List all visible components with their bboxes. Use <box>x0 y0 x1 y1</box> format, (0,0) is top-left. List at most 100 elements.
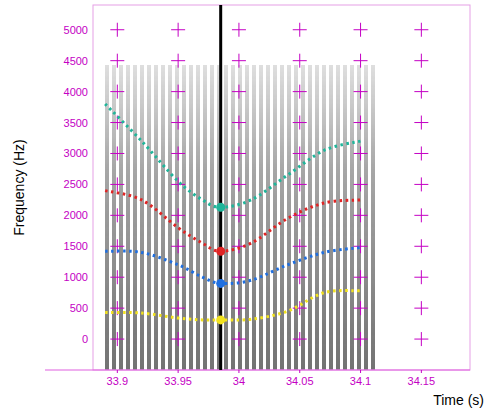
grid-cross <box>171 54 185 68</box>
grid-cross-v <box>238 85 239 99</box>
grid-cross-v <box>238 54 239 68</box>
grid-cross <box>232 116 246 130</box>
grid-cross <box>171 208 185 222</box>
grid-cross-v <box>360 332 361 346</box>
grid-cross-v <box>421 146 422 160</box>
grid-cross-v <box>178 177 179 191</box>
grid-cross <box>110 177 124 191</box>
grid-cross-v <box>360 239 361 253</box>
grid <box>110 23 428 346</box>
y-tick-label: 4000 <box>64 86 88 98</box>
grid-cross <box>171 270 185 284</box>
grid-cross <box>171 116 185 130</box>
grid-cross-v <box>360 116 361 130</box>
grid-cross-v <box>238 23 239 37</box>
grid-cross-v <box>178 116 179 130</box>
grid-cross-v <box>360 208 361 222</box>
grid-cross-v <box>299 270 300 284</box>
grid-cross <box>293 146 307 160</box>
grid-cross <box>414 146 428 160</box>
grid-cross <box>171 177 185 191</box>
grid-cross <box>414 332 428 346</box>
grid-cross-v <box>238 177 239 191</box>
grid-cross-v <box>360 85 361 99</box>
grid-cross-v <box>421 177 422 191</box>
grid-cross-v <box>421 239 422 253</box>
grid-cross-v <box>299 239 300 253</box>
grid-cross-v <box>117 177 118 191</box>
grid-cross <box>414 116 428 130</box>
x-tick <box>299 370 300 373</box>
grid-cross-v <box>178 54 179 68</box>
grid-cross <box>354 177 368 191</box>
grid-cross-v <box>117 23 118 37</box>
grid-cross-v <box>299 301 300 315</box>
grid-cross <box>171 301 185 315</box>
grid-cross <box>354 23 368 37</box>
grid-cross <box>171 146 185 160</box>
grid-cross <box>171 85 185 99</box>
x-tick <box>117 370 118 373</box>
grid-cross-v <box>117 146 118 160</box>
grid-cross <box>293 23 307 37</box>
spectrogram-texture <box>105 65 376 370</box>
grid-cross-v <box>238 208 239 222</box>
grid-cross <box>414 270 428 284</box>
grid-cross-v <box>360 23 361 37</box>
data-group <box>105 5 360 370</box>
grid-cross-v <box>238 146 239 160</box>
grid-cross <box>110 54 124 68</box>
grid-cross <box>414 208 428 222</box>
y-tick-label: 0 <box>82 333 88 345</box>
grid-cross-v <box>178 270 179 284</box>
cursor-line <box>219 5 222 370</box>
grid-cross-v <box>421 301 422 315</box>
grid-cross-v <box>117 270 118 284</box>
grid-cross-v <box>421 85 422 99</box>
grid-cross-v <box>421 208 422 222</box>
x-axis-title: Time (s) <box>433 392 484 408</box>
x-tick <box>360 370 361 373</box>
grid-cross <box>110 23 124 37</box>
grid-cross-v <box>421 54 422 68</box>
grid-cross-v <box>360 146 361 160</box>
y-axis-title: Frequency (Hz) <box>11 139 27 235</box>
grid-cross-v <box>421 332 422 346</box>
grid-cross <box>232 23 246 37</box>
grid-cross-v <box>117 332 118 346</box>
grid-cross-v <box>299 85 300 99</box>
grid-cross-v <box>178 146 179 160</box>
grid-cross <box>232 177 246 191</box>
grid-cross <box>354 332 368 346</box>
grid-cross-v <box>178 208 179 222</box>
grid-cross <box>414 23 428 37</box>
y-tick-label: 1500 <box>64 240 88 252</box>
y-tick-label: 4500 <box>64 55 88 67</box>
grid-cross <box>354 301 368 315</box>
grid-cross <box>110 270 124 284</box>
grid-cross-v <box>238 301 239 315</box>
grid-cross-v <box>360 301 361 315</box>
x-tick-label: 34 <box>233 375 245 387</box>
grid-cross-v <box>178 301 179 315</box>
grid-cross <box>293 270 307 284</box>
grid-cross <box>232 146 246 160</box>
cursor-point <box>216 247 225 256</box>
grid-cross <box>171 332 185 346</box>
grid-cross-v <box>360 54 361 68</box>
grid-cross <box>293 54 307 68</box>
x-tick-label: 34.15 <box>408 375 436 387</box>
grid-cross-v <box>421 270 422 284</box>
x-tick <box>238 370 239 373</box>
grid-cross <box>293 239 307 253</box>
grid-cross-v <box>421 116 422 130</box>
grid-cross-v <box>238 116 239 130</box>
grid-cross <box>354 116 368 130</box>
grid-cross <box>414 301 428 315</box>
grid-cross <box>110 85 124 99</box>
grid-cross <box>354 146 368 160</box>
grid-cross-v <box>299 332 300 346</box>
x-tick <box>178 370 179 373</box>
grid-cross-v <box>360 177 361 191</box>
grid-cross-v <box>421 23 422 37</box>
